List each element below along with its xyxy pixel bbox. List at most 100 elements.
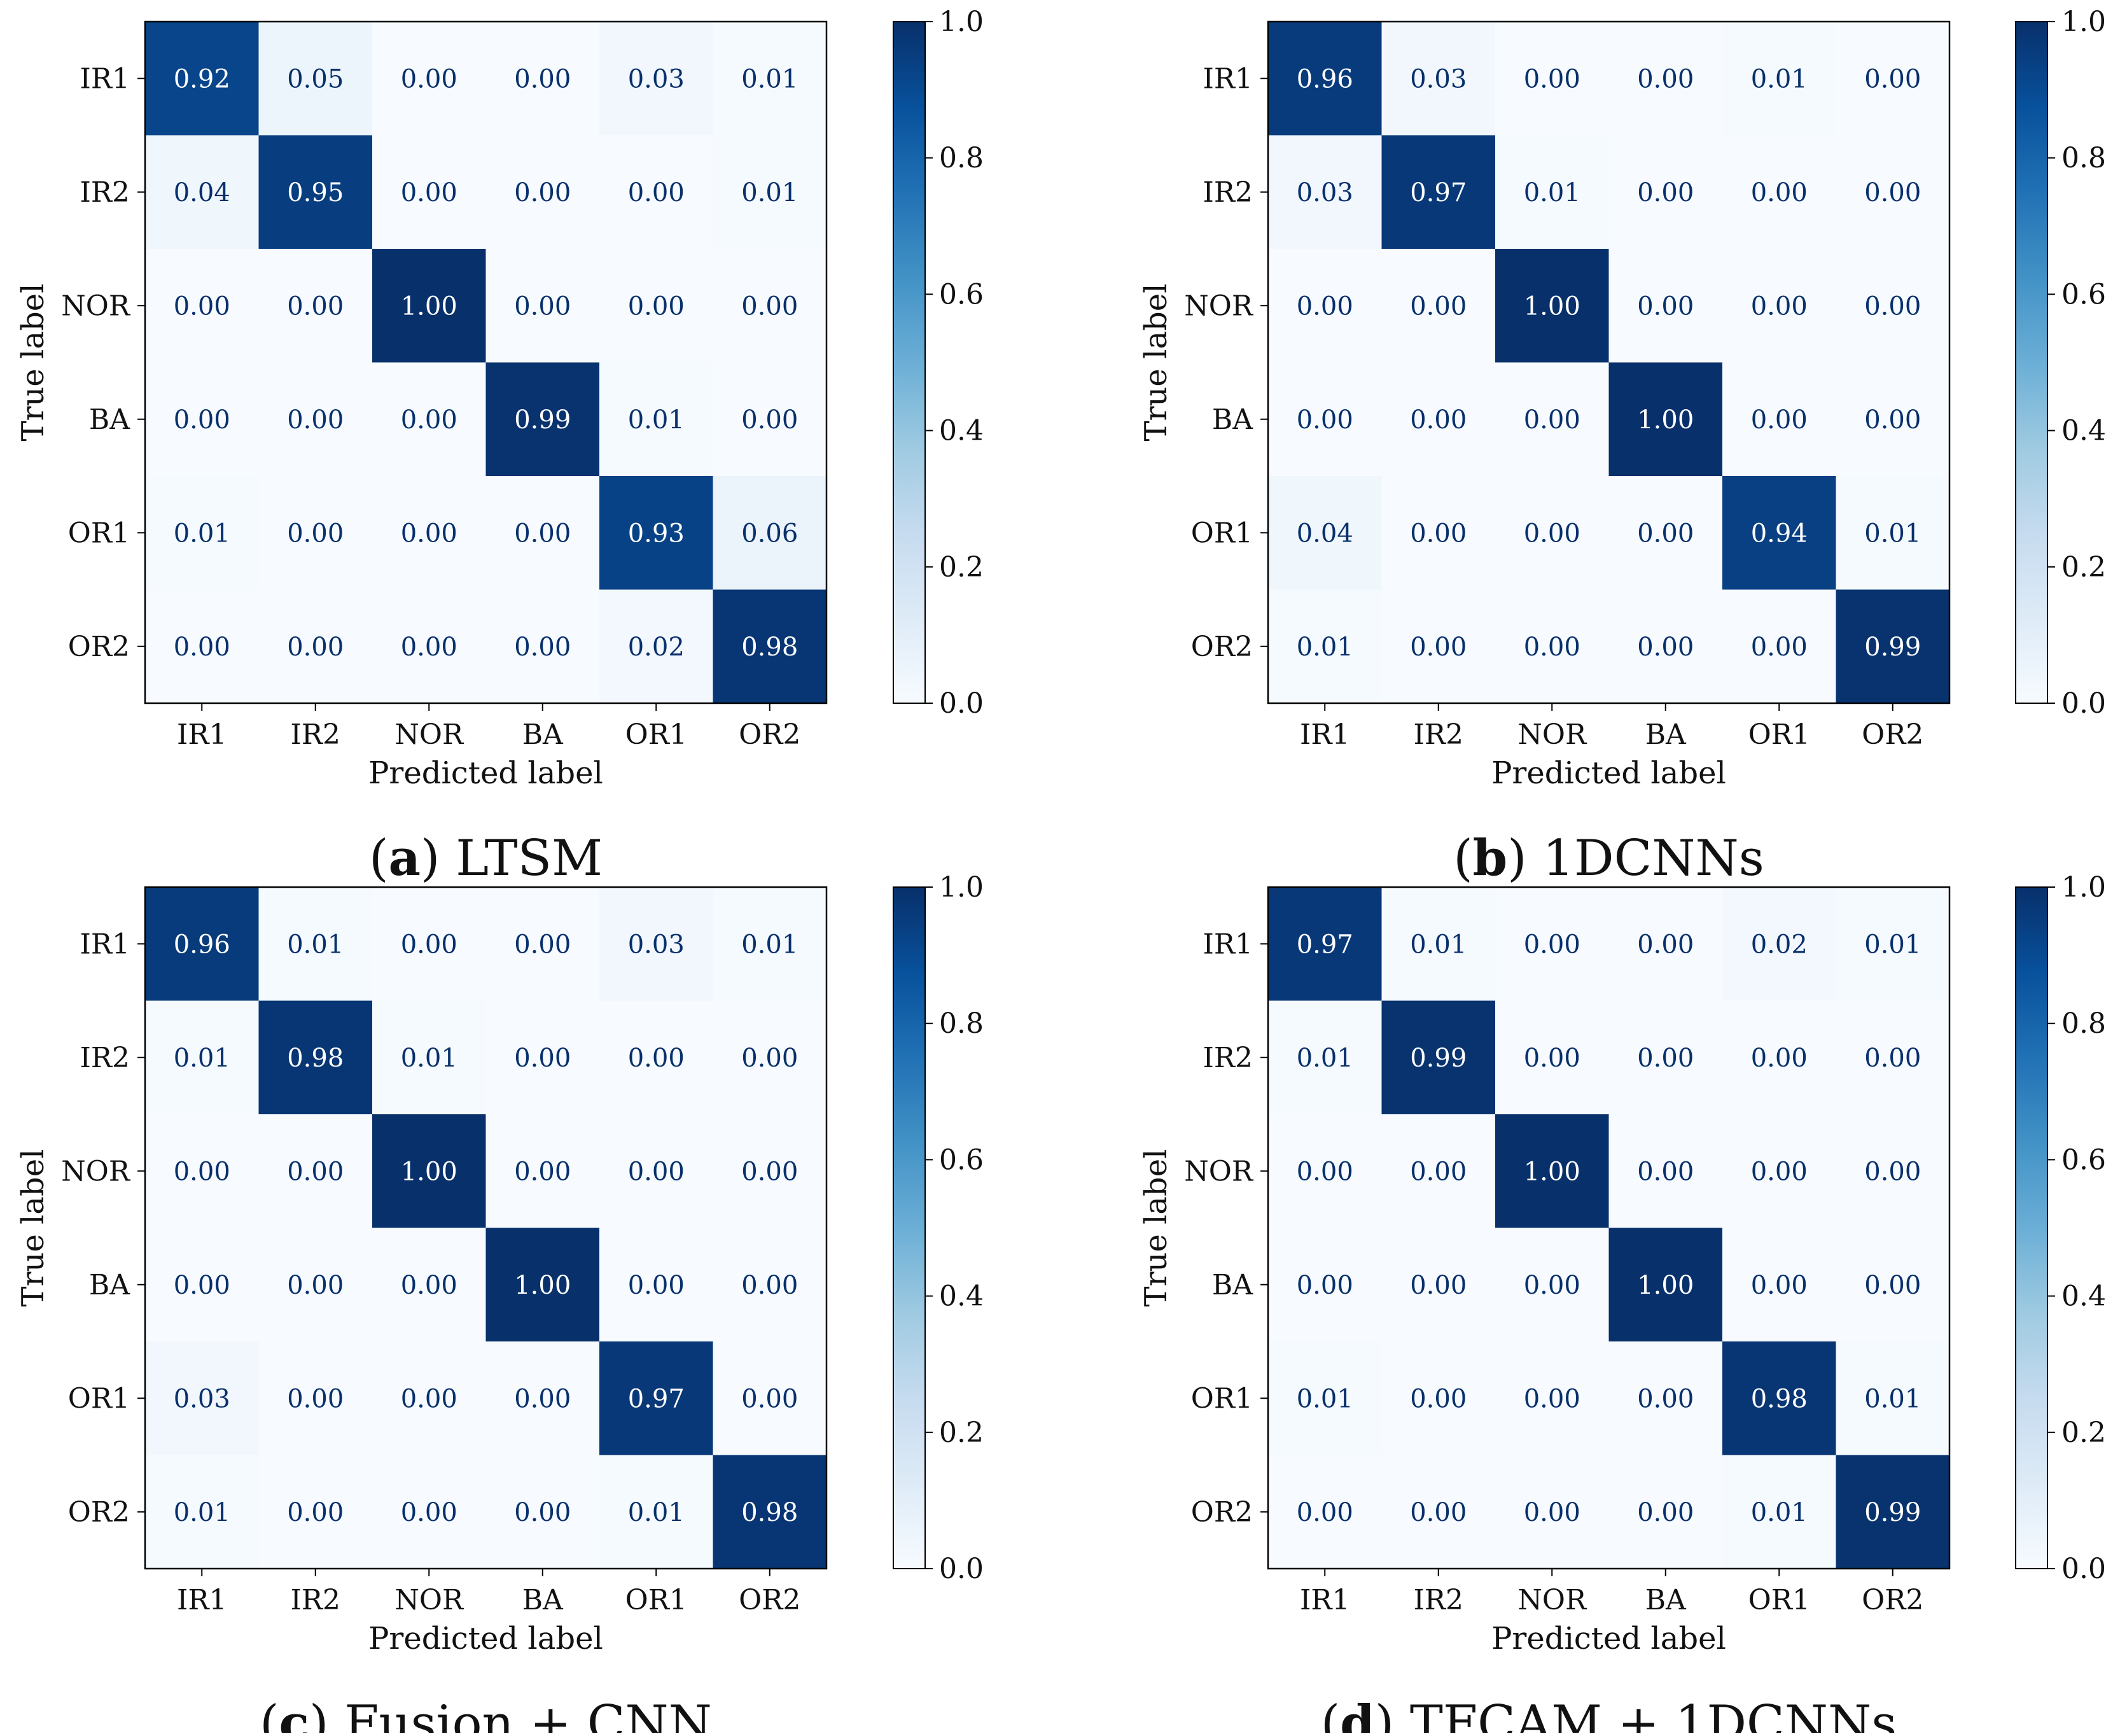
heatmap-cell [485, 1000, 600, 1115]
x-tick-label: IR1 [1300, 718, 1350, 751]
colorbar-tick-label: 0.6 [2061, 278, 2106, 311]
plot-frame [144, 20, 828, 704]
panel-b: 0.96 0.03 0.00 0.00 0.01 0.000.03 0.97 0.01 0.00… [1138, 6, 2106, 887]
cell-value-label: 0.00 [174, 633, 230, 662]
heatmap-cell [1608, 589, 1723, 704]
y-tick-label: OR1 [1191, 517, 1253, 549]
cell-value-label: 1.00 [1524, 291, 1580, 321]
heatmap-cell [713, 589, 827, 704]
x-tick-label: NOR [1517, 1584, 1587, 1616]
heatmap-cell [1722, 362, 1837, 477]
heatmap-cell [485, 22, 600, 136]
cell-value-label: 0.01 [1297, 633, 1353, 662]
colorbar-tick-label: 1.0 [2061, 6, 2106, 38]
cell-value-label: 0.96 [174, 930, 230, 959]
cell-value-label: 0.01 [1410, 930, 1467, 959]
colorbar-tick-label: 0.8 [2061, 1007, 2106, 1040]
cell-value-label: 0.00 [1524, 1271, 1580, 1300]
cell-value-label: 0.00 [174, 1271, 230, 1300]
cell-value-label: 0.03 [174, 1384, 230, 1413]
cell-value-label: 0.98 [741, 633, 798, 662]
heatmap-cell [599, 1341, 714, 1456]
colorbar-tick-label: 0.4 [939, 415, 984, 447]
cell-value-label: 0.00 [401, 64, 457, 94]
cell-value-label: 0.00 [514, 519, 571, 548]
cell-value-label: 0.94 [1751, 519, 1808, 548]
heatmap-cell [145, 22, 260, 136]
cell-value-label: 0.00 [1297, 1157, 1353, 1186]
colorbar [893, 886, 926, 1569]
cell-value-label: 0.01 [1524, 178, 1580, 207]
heatmap-cell [1608, 22, 1723, 136]
heatmap-cell [1381, 362, 1496, 477]
heatmap-cell [1608, 249, 1723, 363]
heatmap-cell [1268, 1228, 1383, 1342]
panel-d: 0.97 0.01 0.00 0.00 0.02 0.010.01 0.99 0.00 0.00… [1138, 871, 2106, 1736]
cell-value-label: 0.00 [1637, 1044, 1694, 1073]
y-tick-label: IR2 [1203, 176, 1253, 209]
cell-value-label: 0.00 [741, 1384, 798, 1413]
colorbar-tick-label: 0.6 [2061, 1144, 2106, 1176]
cell-value-label: 0.04 [1297, 519, 1353, 548]
cell-value-label: 0.00 [741, 1044, 798, 1073]
x-tick-label: IR2 [1413, 1584, 1463, 1616]
cell-value-label: 0.00 [628, 1044, 685, 1073]
heatmap-cell [1495, 476, 1610, 591]
cell-value-label: 0.00 [1524, 1044, 1580, 1073]
caption-panel-letter: c [279, 1695, 310, 1733]
heatmap-cell [485, 1455, 600, 1569]
heatmap-cell [599, 589, 714, 704]
cell-value-label: 0.00 [174, 1157, 230, 1186]
heatmap-cell [1836, 1228, 1950, 1342]
caption-paren-open: ( [260, 1695, 279, 1733]
caption-panel-name: ) Fusion + CNN [309, 1695, 712, 1733]
x-tick-label: BA [522, 718, 564, 751]
heatmap-cell [145, 1000, 260, 1115]
heatmap-cell [1836, 1341, 1950, 1456]
cell-value-label: 0.00 [514, 633, 571, 662]
heatmap-cell [372, 1341, 487, 1456]
x-tick-label: OR2 [1862, 718, 1923, 751]
heatmap-cell [145, 476, 260, 591]
cell-value-label: 0.00 [514, 64, 571, 94]
cell-value-label: 0.00 [1864, 64, 1921, 94]
colorbar-tick-label: 0.8 [939, 142, 984, 174]
cell-value-label: 0.98 [1751, 1384, 1808, 1413]
heatmap-cell [1381, 1114, 1496, 1229]
heatmap-cell [145, 135, 260, 249]
heatmap-cell [1268, 249, 1383, 363]
heatmap-cell [1381, 476, 1496, 591]
heatmap-cell [713, 249, 827, 363]
x-tick-label: NOR [394, 718, 464, 751]
cell-value-label: 0.00 [1297, 1498, 1353, 1527]
x-tick-label: OR1 [625, 1584, 687, 1616]
heatmap-cell [1722, 476, 1837, 591]
heatmap-cell [1836, 476, 1950, 591]
heatmap-cell [1608, 1455, 1723, 1569]
cell-value-label: 0.00 [1637, 930, 1694, 959]
heatmap-cell [1268, 362, 1383, 477]
caption-panel-name: ) LTSM [421, 830, 603, 887]
heatmap-cell [1722, 1341, 1837, 1456]
cell-value-label: 0.00 [1751, 1044, 1808, 1073]
cell-value-label: 0.00 [514, 291, 571, 321]
cell-value-label: 0.00 [741, 405, 798, 435]
heatmap-cell [485, 362, 600, 477]
heatmap-cell [1268, 476, 1383, 591]
cell-value-label: 0.00 [1637, 178, 1694, 207]
y-tick-label: BA [1212, 403, 1253, 436]
heatmap-cell [372, 1455, 487, 1569]
heatmap-cell [599, 1228, 714, 1342]
heatmap-cell [1268, 1455, 1383, 1569]
y-tick-label: OR1 [1191, 1382, 1253, 1415]
heatmap-cell [258, 135, 373, 249]
cell-value-label: 0.99 [514, 405, 571, 435]
heatmap-cell [485, 1114, 600, 1229]
colorbar-tick-label: 0.0 [939, 1553, 984, 1585]
y-tick-label: NOR [1184, 290, 1254, 322]
heatmap-cell [599, 476, 714, 591]
heatmap-cell [258, 1000, 373, 1115]
cell-value-label: 0.04 [174, 178, 230, 207]
heatmap-cell [372, 1114, 487, 1229]
